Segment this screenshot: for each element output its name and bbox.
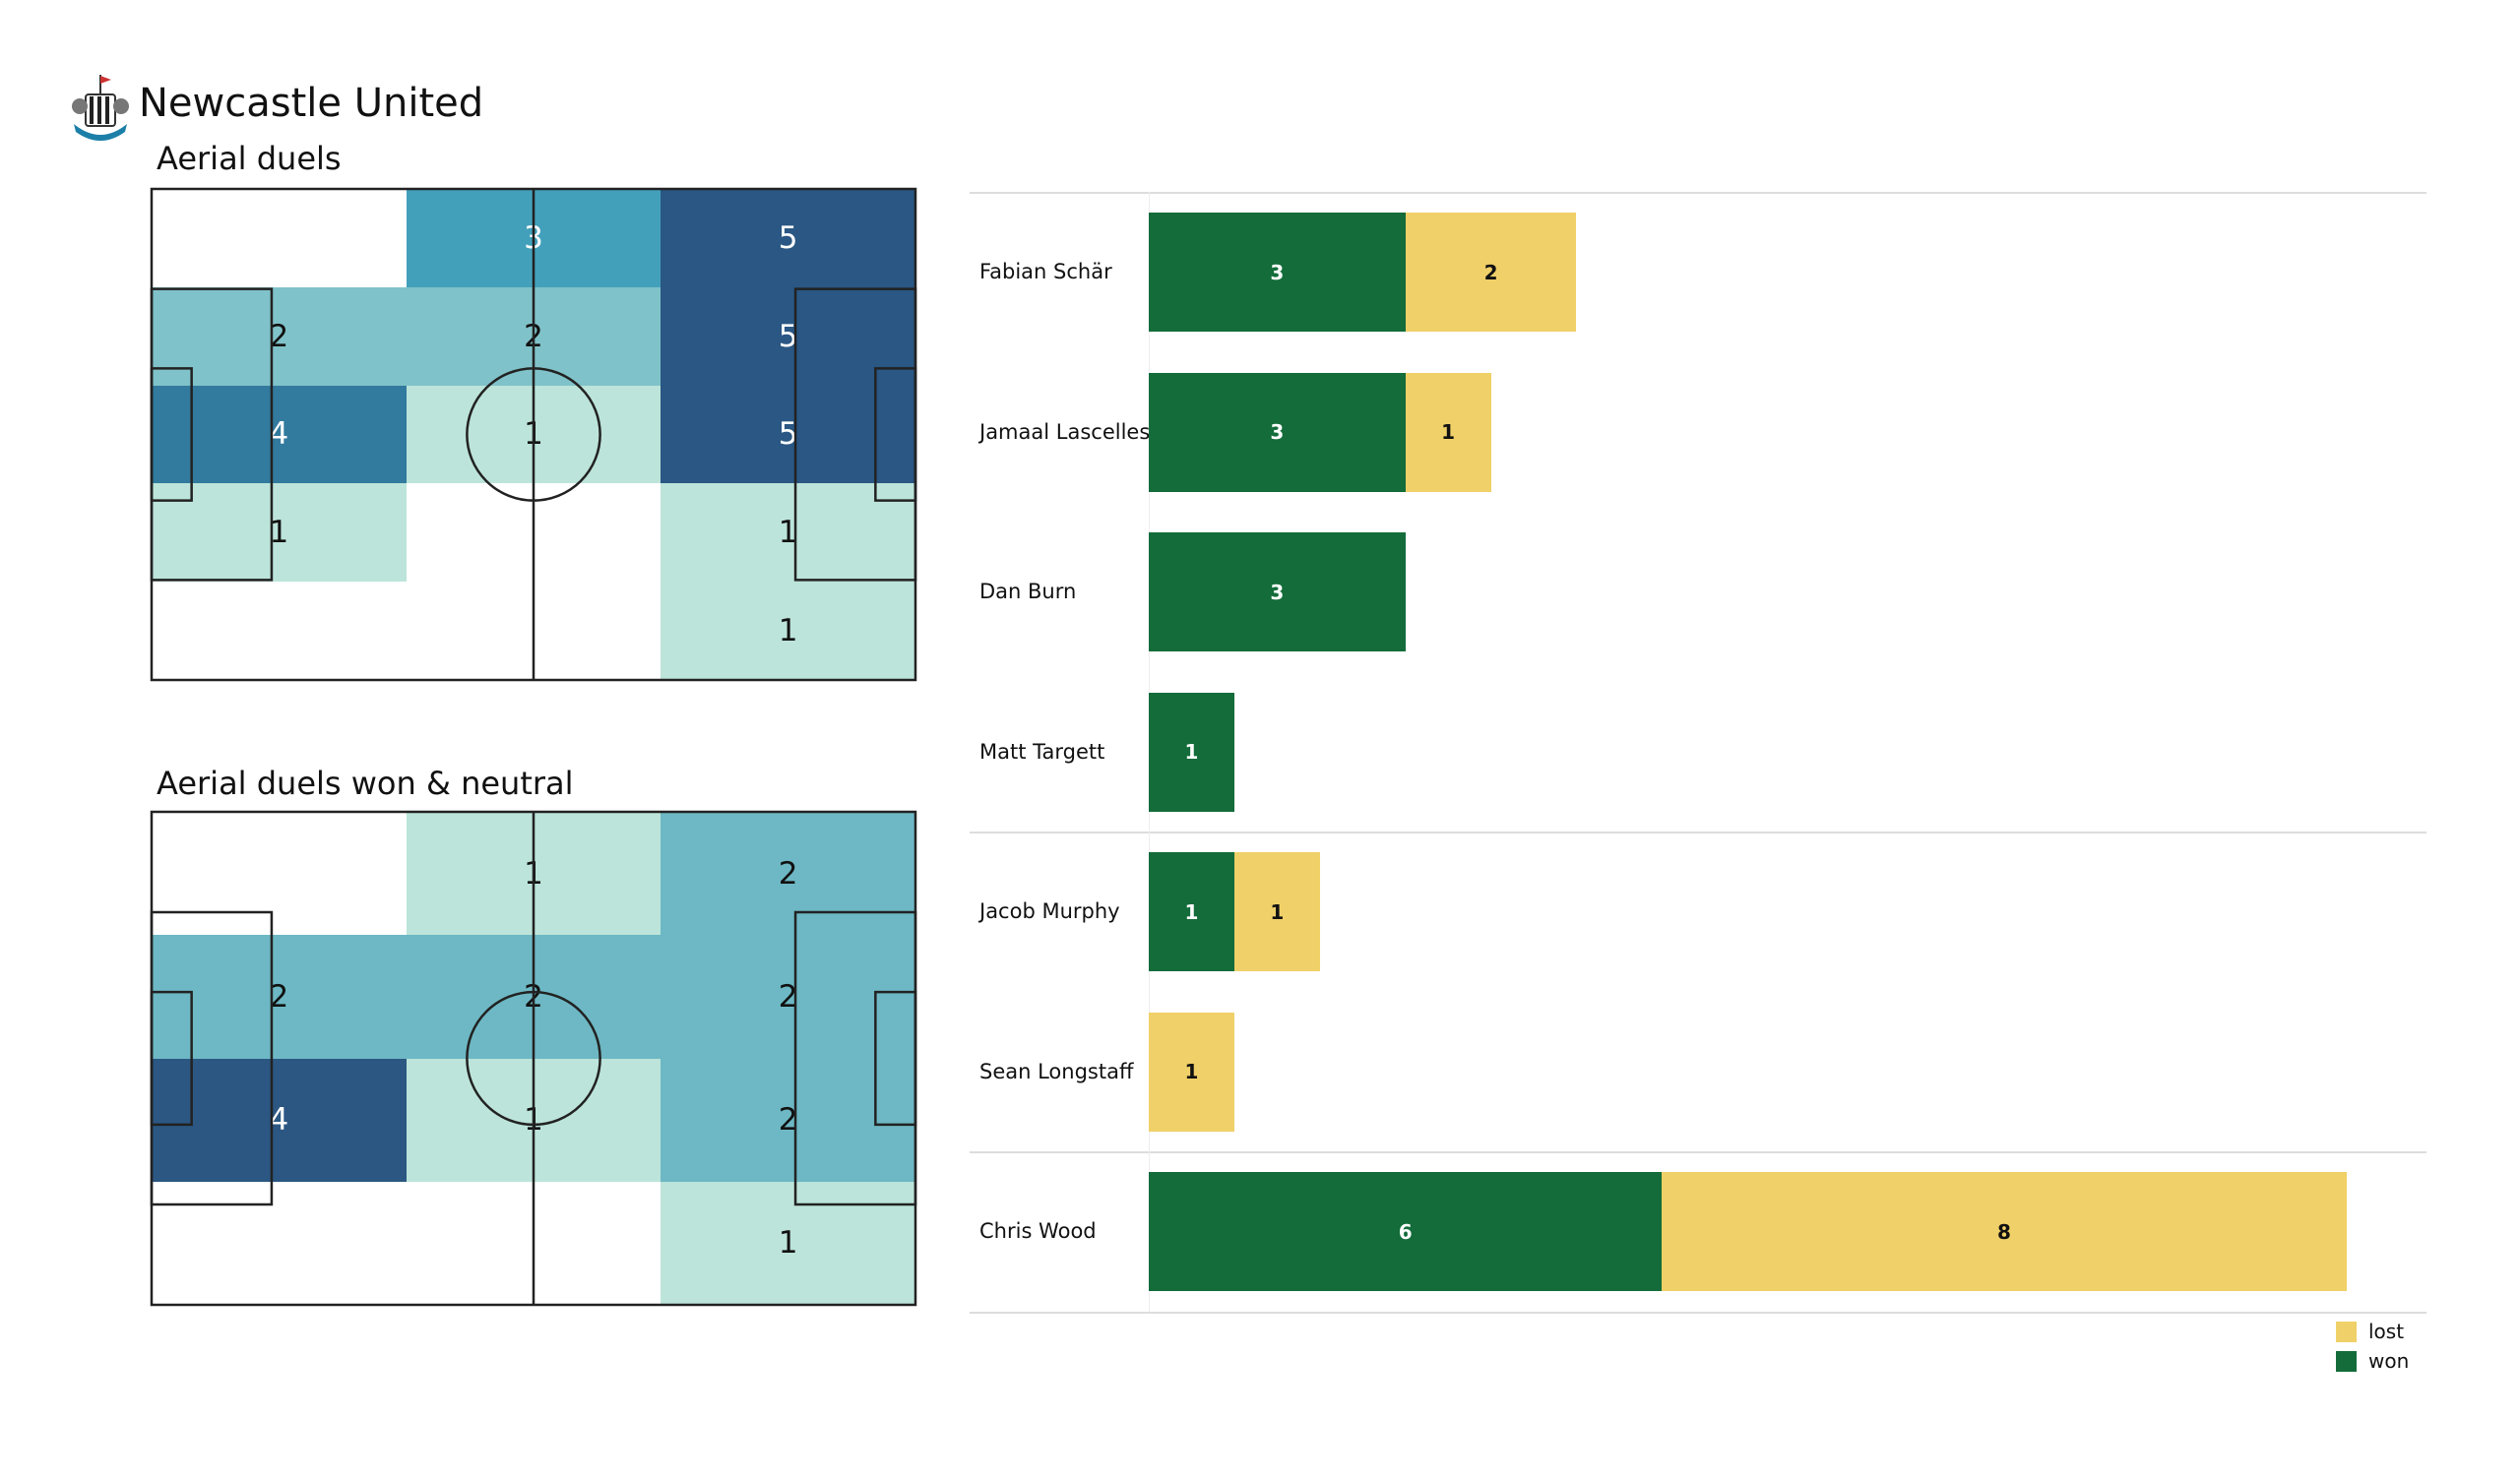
player-label: Dan Burn — [979, 580, 1077, 604]
right-six-yard-box — [875, 368, 915, 500]
bar-lost: 2 — [1405, 213, 1577, 333]
heatmap-cell: 5 — [661, 286, 915, 386]
bar-won: 3 — [1149, 372, 1406, 492]
left-six-yard-box — [152, 992, 192, 1125]
player-label: Jacob Murphy — [979, 899, 1120, 924]
player-label: Fabian Schär — [979, 260, 1112, 284]
legend-lost: lost — [2336, 1320, 2404, 1343]
heatmap-cell: 4 — [152, 385, 407, 484]
bar-won: 1 — [1149, 852, 1234, 972]
bar-lost: 8 — [1662, 1172, 2347, 1292]
center-circle — [467, 992, 599, 1125]
left-penalty-box — [152, 912, 272, 1204]
legend-label-won: won — [2368, 1349, 2410, 1373]
bar-won: 1 — [1149, 692, 1234, 812]
heatmap-title-won-neutral: Aerial duels won & neutral — [157, 765, 574, 802]
center-circle — [467, 368, 599, 500]
left-penalty-box — [152, 289, 272, 581]
heatmap-cell: 2 — [661, 812, 915, 936]
heatmap-cell: 5 — [661, 385, 915, 484]
row-separator — [970, 192, 2426, 194]
player-label: Jamaal Lascelles — [979, 419, 1151, 444]
team-crest-icon — [68, 73, 133, 142]
heatmap-cell: 2 — [661, 1058, 915, 1182]
bar-won: 3 — [1149, 213, 1406, 333]
bar-lost: 1 — [1149, 1012, 1234, 1132]
heatmap-cell: 1 — [661, 582, 915, 680]
left-six-yard-box — [152, 368, 192, 500]
right-six-yard-box — [875, 992, 915, 1125]
heatmap-cell: 2 — [152, 935, 407, 1059]
heatmap-cell: 1 — [152, 483, 407, 583]
team-title: Newcastle United — [139, 81, 484, 126]
player-label: Matt Targett — [979, 739, 1105, 764]
heatmap-cell: 5 — [661, 189, 915, 287]
legend-swatch-lost — [2336, 1321, 2357, 1342]
bar-lost: 1 — [1233, 852, 1320, 972]
heatmap-cell: 2 — [661, 935, 915, 1059]
pitch-markings — [152, 812, 915, 1305]
player-label: Sean Longstaff — [979, 1059, 1134, 1083]
row-separator — [970, 832, 2426, 833]
heatmap-title-aerial-duels: Aerial duels — [157, 140, 342, 177]
row-separator — [970, 1311, 2426, 1314]
right-penalty-box — [795, 912, 915, 1204]
heatmap-cell: 1 — [661, 1181, 915, 1305]
bar-won: 6 — [1149, 1172, 1663, 1292]
right-penalty-box — [795, 289, 915, 581]
pitch-markings — [152, 189, 915, 680]
row-separator — [970, 1151, 2426, 1153]
bar-lost: 1 — [1405, 372, 1491, 492]
legend-label-lost: lost — [2368, 1320, 2405, 1343]
heatmap-cell: 1 — [661, 483, 915, 583]
legend-swatch-won — [2336, 1350, 2357, 1372]
heatmap-cell: 2 — [152, 286, 407, 386]
bar-won: 3 — [1149, 532, 1406, 652]
heatmap-cell: 4 — [152, 1058, 407, 1182]
player-label: Chris Wood — [979, 1219, 1097, 1244]
legend-won: won — [2336, 1349, 2409, 1373]
